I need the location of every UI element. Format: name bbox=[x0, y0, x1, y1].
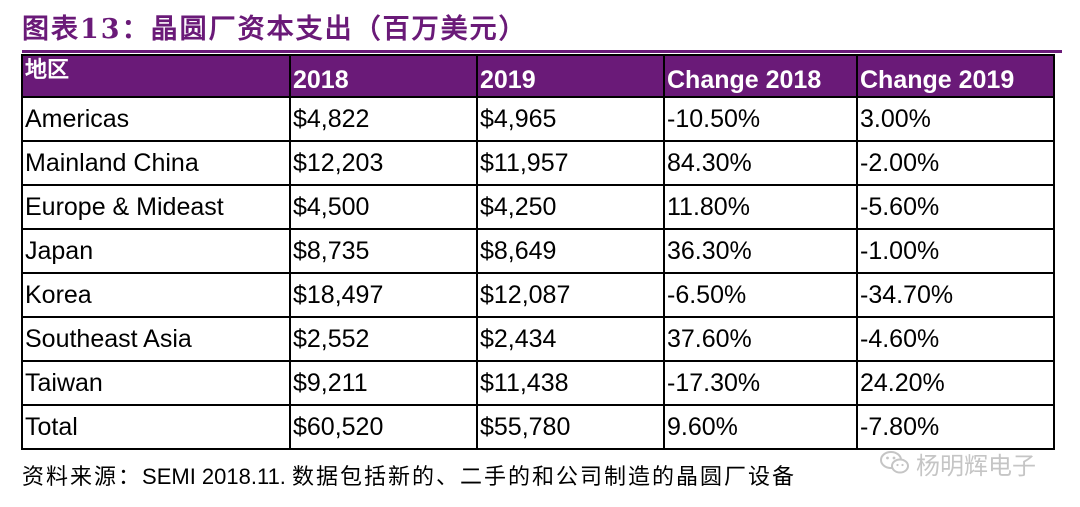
cell-2018: $60,520 bbox=[289, 404, 478, 450]
table-row: Mainland China $12,203 $11,957 84.30% -2… bbox=[21, 140, 1055, 186]
cell-change-2019: 24.20% bbox=[856, 360, 1055, 406]
cell-2018: $18,497 bbox=[289, 272, 478, 318]
cell-2019: $2,434 bbox=[476, 316, 665, 362]
cell-change-2018: -17.30% bbox=[663, 360, 858, 406]
column-header-2019: 2019 bbox=[476, 54, 665, 98]
cell-region: Americas bbox=[21, 96, 291, 142]
cell-change-2018: -6.50% bbox=[663, 272, 858, 318]
cell-change-2019: -1.00% bbox=[856, 228, 1055, 274]
cell-region: Total bbox=[21, 404, 291, 450]
cell-change-2018: 84.30% bbox=[663, 140, 858, 186]
cell-2019: $11,438 bbox=[476, 360, 665, 406]
cell-change-2018: 37.60% bbox=[663, 316, 858, 362]
cell-region: Japan bbox=[21, 228, 291, 274]
source-name: SEMI 2018.11. bbox=[142, 464, 286, 489]
source-note: 资料来源：SEMI 2018.11. 数据包括新的、二手的和公司制造的晶圆厂设备 bbox=[22, 460, 796, 494]
figure-title: 图表13：晶圆厂资本支出（百万美元） bbox=[22, 14, 528, 45]
table-row: Japan $8,735 $8,649 36.30% -1.00% bbox=[21, 228, 1055, 274]
table-row: Taiwan $9,211 $11,438 -17.30% 24.20% bbox=[21, 360, 1055, 406]
cell-change-2018: -10.50% bbox=[663, 96, 858, 142]
cell-2019: $8,649 bbox=[476, 228, 665, 274]
cell-change-2019: -5.60% bbox=[856, 184, 1055, 230]
cell-change-2019: -2.00% bbox=[856, 140, 1055, 186]
cell-2019: $4,250 bbox=[476, 184, 665, 230]
title-underline bbox=[22, 50, 1062, 53]
column-header-change-2018: Change 2018 bbox=[663, 54, 858, 98]
cell-region: Europe & Mideast bbox=[21, 184, 291, 230]
cell-change-2018: 9.60% bbox=[663, 404, 858, 450]
source-prefix: 资料来源： bbox=[22, 465, 143, 490]
table-row: Europe & Mideast $4,500 $4,250 11.80% -5… bbox=[21, 184, 1055, 230]
table-row: Southeast Asia $2,552 $2,434 37.60% -4.6… bbox=[21, 316, 1055, 362]
cell-2018: $12,203 bbox=[289, 140, 478, 186]
cell-2019: $55,780 bbox=[476, 404, 665, 450]
cell-region: Mainland China bbox=[21, 140, 291, 186]
column-header-2018: 2018 bbox=[289, 54, 478, 98]
cell-change-2018: 11.80% bbox=[663, 184, 858, 230]
table-row: Americas $4,822 $4,965 -10.50% 3.00% bbox=[21, 96, 1055, 142]
cell-2018: $4,822 bbox=[289, 96, 478, 142]
column-header-change-2019: Change 2019 bbox=[856, 54, 1055, 98]
cell-2018: $4,500 bbox=[289, 184, 478, 230]
column-header-region: 地区 bbox=[21, 54, 291, 98]
cell-change-2019: -34.70% bbox=[856, 272, 1055, 318]
data-table: 地区 2018 2019 Change 2018 Change 2019 Ame… bbox=[21, 54, 1055, 450]
cell-change-2019: -4.60% bbox=[856, 316, 1055, 362]
cell-2019: $4,965 bbox=[476, 96, 665, 142]
cell-region: Korea bbox=[21, 272, 291, 318]
cell-change-2019: -7.80% bbox=[856, 404, 1055, 450]
table-row-total: Total $60,520 $55,780 9.60% -7.80% bbox=[21, 404, 1055, 450]
cell-2018: $9,211 bbox=[289, 360, 478, 406]
cell-region: Southeast Asia bbox=[21, 316, 291, 362]
wechat-icon bbox=[880, 450, 910, 476]
cell-2019: $12,087 bbox=[476, 272, 665, 318]
watermark: 杨明辉电子 bbox=[880, 446, 1036, 480]
source-description: 数据包括新的、二手的和公司制造的晶圆厂设备 bbox=[292, 465, 797, 490]
table-row: Korea $18,497 $12,087 -6.50% -34.70% bbox=[21, 272, 1055, 318]
cell-region: Taiwan bbox=[21, 360, 291, 406]
cell-change-2019: 3.00% bbox=[856, 96, 1055, 142]
cell-2019: $11,957 bbox=[476, 140, 665, 186]
cell-2018: $2,552 bbox=[289, 316, 478, 362]
table-header-row: 地区 2018 2019 Change 2018 Change 2019 bbox=[21, 54, 1055, 98]
cell-change-2018: 36.30% bbox=[663, 228, 858, 274]
watermark-text: 杨明辉电子 bbox=[916, 451, 1036, 480]
cell-2018: $8,735 bbox=[289, 228, 478, 274]
